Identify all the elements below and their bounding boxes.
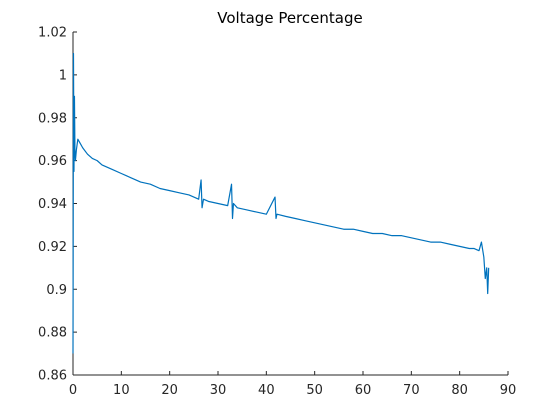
x-tick-label: 80 (451, 383, 468, 398)
y-tick-label: 1 (59, 68, 67, 83)
x-tick-label: 40 (258, 383, 275, 398)
x-tick-label: 90 (500, 383, 517, 398)
x-tick-label: 60 (355, 383, 372, 398)
x-tick-label: 20 (161, 383, 178, 398)
x-tick-label: 50 (306, 383, 323, 398)
x-tick-label: 70 (403, 383, 420, 398)
y-tick-label: 0.92 (38, 240, 67, 255)
y-tick-label: 0.96 (38, 154, 67, 169)
y-tick-label: 0.9 (46, 283, 67, 298)
y-tick-label: 0.98 (38, 111, 67, 126)
y-tick-label: 1.02 (38, 26, 67, 41)
x-tick-label: 30 (210, 383, 227, 398)
series-line (72, 52, 490, 354)
x-tick-label: 10 (113, 383, 130, 398)
y-tick-label: 0.88 (38, 326, 67, 341)
chart-title: Voltage Percentage (217, 9, 362, 27)
x-tick-label: 0 (69, 383, 77, 398)
plot-area: 0 10 20 30 40 50 60 70 80 90 0.86 0.88 0.9 0.92 0.94 0.… (38, 26, 516, 399)
y-tick-label: 0.94 (38, 197, 67, 212)
y-tick-label: 0.86 (38, 369, 67, 384)
